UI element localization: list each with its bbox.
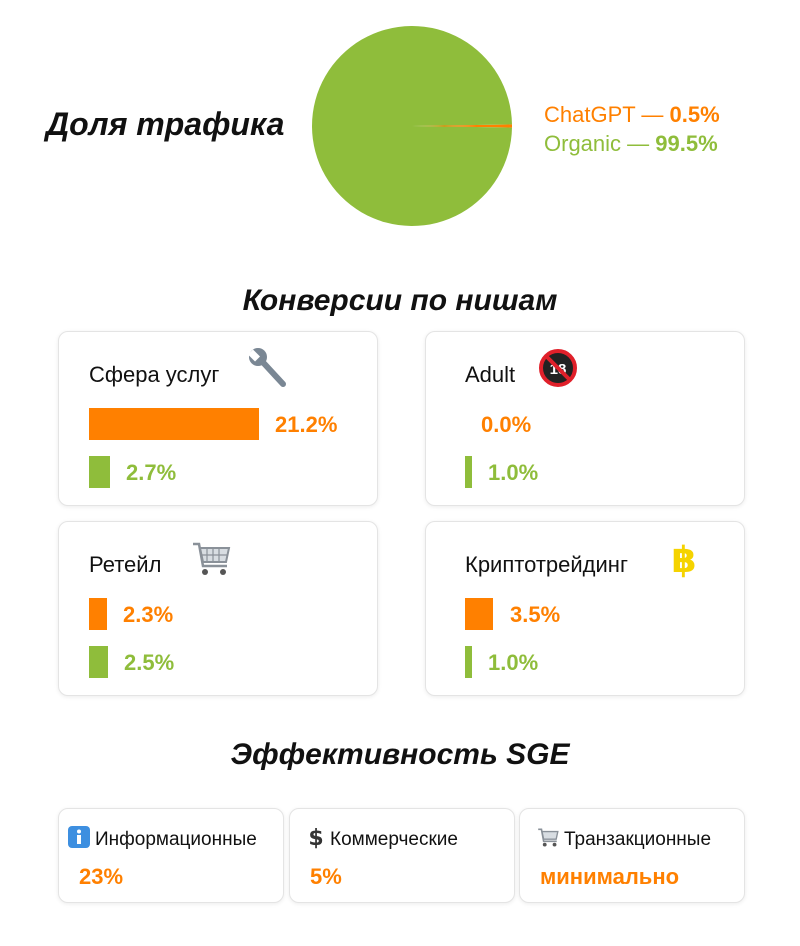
svg-text:฿: ฿: [671, 540, 696, 580]
bar-green: [465, 646, 472, 678]
value-green: 2.5%: [124, 650, 175, 675]
niche-card-adult: Adult 18 0.0% 1.0%: [425, 331, 745, 506]
niche-card-retail: Ретейл 2.3% 2.5%: [58, 521, 378, 696]
value-orange: 0.0%: [481, 412, 532, 437]
bar-orange: [89, 598, 107, 630]
pie-slice-chatgpt: [412, 124, 512, 128]
traffic-share-title: Доля трафика: [46, 106, 285, 142]
bitcoin-icon: ฿: [671, 540, 696, 580]
dollar-icon: $: [308, 826, 323, 849]
legend-value: 99.5%: [655, 131, 718, 156]
value-orange: 3.5%: [510, 602, 561, 627]
value-green: 1.0%: [488, 460, 539, 485]
value-orange: 2.3%: [123, 602, 174, 627]
wrench-icon: [247, 348, 286, 387]
niche-card-crypto: Криптотрейдинг ฿ 3.5% 1.0%: [425, 521, 745, 696]
sge-label-row: Транзакционные: [536, 825, 711, 851]
bar-orange: [465, 598, 493, 630]
sge-card-informational: Информационные 23%: [58, 808, 284, 903]
value-green: 1.0%: [488, 650, 539, 675]
info-icon: [68, 826, 90, 848]
bar-green: [89, 646, 108, 678]
conversions-title: Конверсии по нишам: [242, 284, 558, 317]
sge-value: минимально: [540, 864, 680, 889]
niche-name: Криптотрейдинг: [465, 552, 628, 577]
value-green: 2.7%: [126, 460, 177, 485]
sge-label: Транзакционные: [564, 829, 712, 850]
niche-card-services: Сфера услуг 21.2% 2.7%: [58, 331, 378, 506]
legend-label: ChatGPT —: [544, 102, 664, 127]
no-under-18-icon: 18: [539, 349, 577, 387]
sge-card-transactional: Транзакционные минимально: [519, 808, 745, 903]
niche-name: Ретейл: [89, 552, 162, 577]
pie-legend: ChatGPT — 0.5% Organic — 99.5%: [544, 100, 720, 158]
sge-label-row: $ Коммерческие: [306, 825, 458, 851]
bar-green: [89, 456, 110, 488]
value-orange: 21.2%: [275, 412, 338, 437]
legend-value: 0.5%: [669, 102, 720, 127]
svg-text:$: $: [308, 826, 323, 849]
sge-title: Эффективность SGE: [230, 738, 570, 771]
sge-label: Коммерческие: [330, 829, 458, 850]
legend-label: Organic —: [544, 131, 650, 156]
sge-card-commercial: $ Коммерческие 5%: [289, 808, 515, 903]
bar-green: [465, 456, 472, 488]
sge-value: 23%: [79, 864, 124, 889]
niche-name: Adult: [465, 362, 516, 387]
sge-label: Информационные: [95, 829, 257, 850]
niche-name: Сфера услуг: [89, 362, 220, 387]
shopping-cart-icon: [193, 542, 231, 575]
legend-item-organic: Organic — 99.5%: [544, 129, 720, 158]
pie-slice-organic: [312, 26, 512, 226]
bar-orange: [89, 408, 259, 440]
sge-value: 5%: [310, 864, 342, 889]
sge-label-row: Информационные: [67, 825, 257, 851]
shopping-cart-icon: [538, 828, 559, 847]
traffic-pie-chart: [312, 26, 512, 226]
legend-item-chatgpt: ChatGPT — 0.5%: [544, 100, 720, 129]
